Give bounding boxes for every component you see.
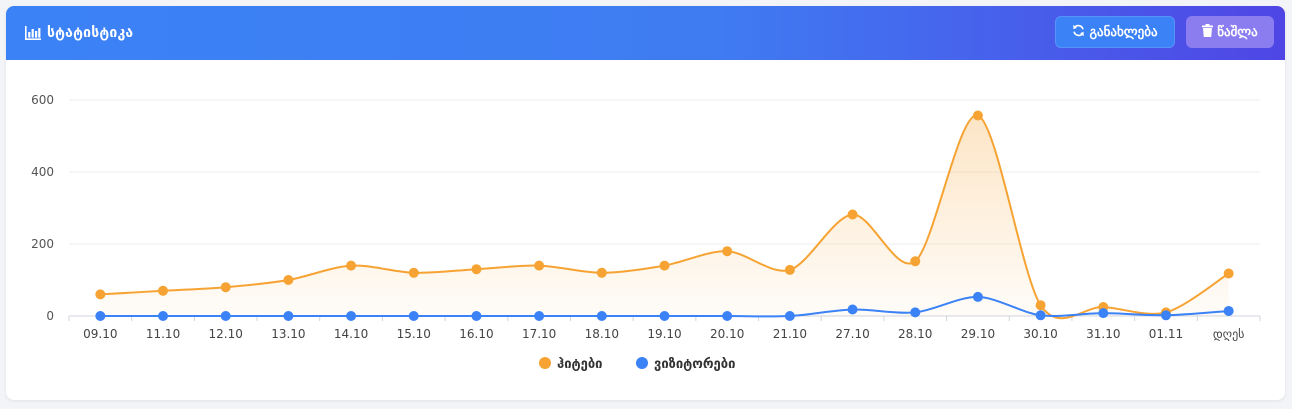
x-tick-label: 18.10 xyxy=(585,327,619,341)
data-point-1-0[interactable] xyxy=(95,311,106,321)
data-point-1-1[interactable] xyxy=(158,311,169,321)
data-point-1-12[interactable] xyxy=(847,304,858,315)
x-tick-label: 27.10 xyxy=(835,327,869,341)
x-tick-label: 31.10 xyxy=(1086,327,1120,341)
x-tick-label: 01.11 xyxy=(1149,327,1183,341)
x-tick-label: 11.10 xyxy=(146,327,180,341)
x-tick-label: 30.10 xyxy=(1023,327,1057,341)
data-point-0-18[interactable] xyxy=(1223,268,1234,279)
data-point-0-5[interactable] xyxy=(408,267,419,278)
y-tick-label: 0 xyxy=(46,309,54,323)
series-area-hits xyxy=(100,115,1229,319)
data-point-1-14[interactable] xyxy=(972,291,983,302)
data-point-1-4[interactable] xyxy=(346,311,357,321)
data-point-0-13[interactable] xyxy=(910,256,921,267)
data-point-1-17[interactable] xyxy=(1160,310,1171,321)
y-tick-label: 400 xyxy=(31,165,54,179)
chart-area: 0 200 400 600 09.10 11.10 12.10 13.10 14.10 15.1… xyxy=(6,60,1285,400)
legend-marker-0[interactable] xyxy=(539,357,551,369)
data-point-0-9[interactable] xyxy=(659,260,670,271)
delete-button-label: წაშლა xyxy=(1217,24,1258,39)
data-point-1-10[interactable] xyxy=(722,311,733,321)
data-point-0-11[interactable] xyxy=(784,264,795,275)
x-tick-label: 17.10 xyxy=(522,327,556,341)
data-point-1-15[interactable] xyxy=(1035,310,1046,321)
data-point-0-3[interactable] xyxy=(283,275,294,285)
legend-label-1[interactable]: ვიზიტორები xyxy=(654,357,735,372)
data-point-0-1[interactable] xyxy=(158,285,169,296)
line-chart: 0 200 400 600 09.10 11.10 12.10 13.10 14.10 15.1… xyxy=(31,93,1261,372)
data-point-0-0[interactable] xyxy=(95,289,106,300)
x-tick-label: 21.10 xyxy=(773,327,807,341)
card-title: სტატისტიკა xyxy=(25,25,133,41)
page-title: სტატისტიკა xyxy=(47,25,134,41)
card-header: სტატისტიკა განახლება წაშლა xyxy=(6,6,1285,60)
y-tick-label: 200 xyxy=(31,237,54,251)
x-tick-label: 14.10 xyxy=(334,327,368,341)
data-point-1-2[interactable] xyxy=(220,311,231,321)
data-point-1-7[interactable] xyxy=(534,311,545,321)
statistics-card: სტატისტიკა განახლება წაშლა xyxy=(6,6,1285,400)
data-point-0-12[interactable] xyxy=(847,209,858,220)
refresh-button[interactable]: განახლება xyxy=(1055,16,1175,48)
data-point-1-11[interactable] xyxy=(784,311,795,321)
data-point-0-14[interactable] xyxy=(972,110,983,121)
x-tick-label: 16.10 xyxy=(459,327,493,341)
data-point-1-6[interactable] xyxy=(471,311,482,321)
x-tick-label: 12.10 xyxy=(209,327,243,341)
data-point-0-15[interactable] xyxy=(1035,300,1046,311)
x-tick-label: 15.10 xyxy=(397,327,431,341)
data-point-0-4[interactable] xyxy=(346,260,357,271)
legend-label-0[interactable]: ჰიტები xyxy=(557,357,603,372)
data-point-1-8[interactable] xyxy=(596,311,607,321)
x-tick-label: 20.10 xyxy=(710,327,744,341)
x-tick-label: 29.10 xyxy=(961,327,995,341)
data-point-0-10[interactable] xyxy=(722,246,733,257)
bar-chart-icon xyxy=(25,26,41,40)
data-point-0-7[interactable] xyxy=(534,260,545,271)
data-point-1-5[interactable] xyxy=(408,311,419,321)
data-point-1-9[interactable] xyxy=(659,311,670,321)
data-point-1-3[interactable] xyxy=(283,311,294,321)
data-point-1-16[interactable] xyxy=(1098,308,1109,319)
refresh-button-label: განახლება xyxy=(1089,24,1158,39)
data-point-0-2[interactable] xyxy=(220,282,231,293)
x-tick-label: 19.10 xyxy=(647,327,681,341)
x-tick-label: 13.10 xyxy=(271,327,305,341)
x-tick-label: დღეს xyxy=(1213,327,1245,341)
data-point-0-6[interactable] xyxy=(471,264,482,275)
data-point-0-8[interactable] xyxy=(596,267,607,278)
data-point-1-18[interactable] xyxy=(1223,305,1234,316)
refresh-icon xyxy=(1072,24,1089,40)
x-tick-label: 28.10 xyxy=(898,327,932,341)
data-point-1-13[interactable] xyxy=(910,307,921,318)
legend-marker-1[interactable] xyxy=(636,357,648,369)
y-tick-label: 600 xyxy=(31,93,54,107)
x-tick-label: 09.10 xyxy=(83,327,117,341)
delete-button[interactable]: წაშლა xyxy=(1186,16,1274,48)
trash-icon xyxy=(1202,24,1217,40)
